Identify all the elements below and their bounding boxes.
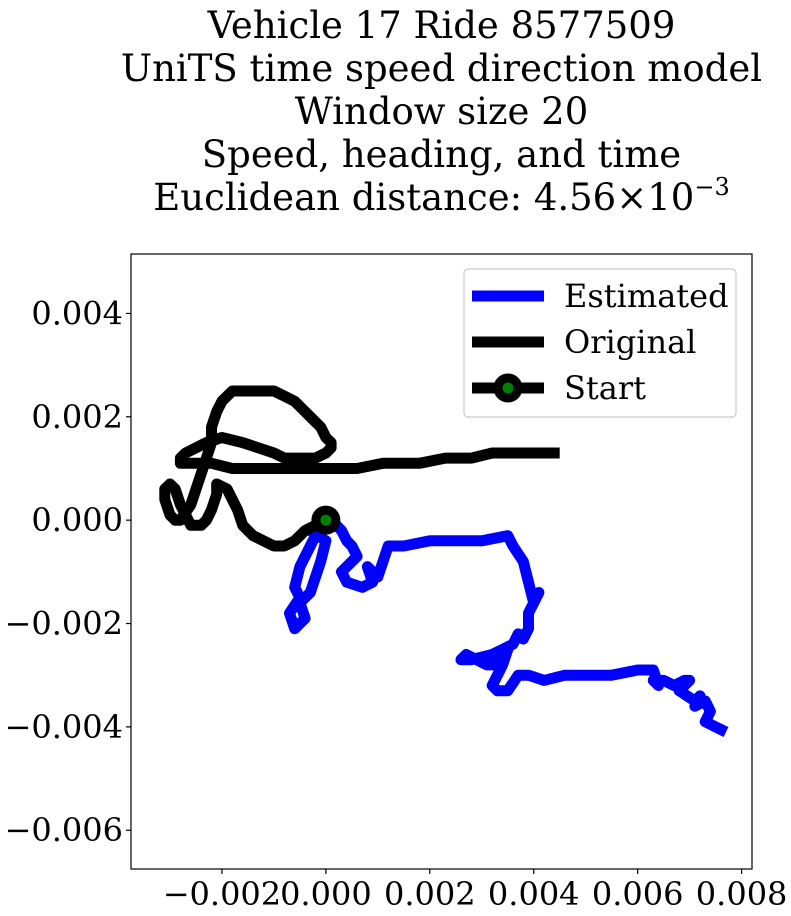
y-tick-label: 0.002 — [31, 398, 123, 436]
plot-frame — [130, 253, 753, 870]
chart-title: Vehicle 17 Ride 8577509 UniTS time speed… — [0, 4, 791, 219]
x-tick-label: 0.002 — [384, 875, 476, 913]
series-line-estimated — [284, 514, 729, 737]
title-metric-exponent: −3 — [694, 173, 730, 201]
y-tick-label: 0.000 — [31, 501, 123, 539]
y-tick-label: −0.004 — [5, 708, 123, 746]
title-metric-prefix: Euclidean distance: 4.56 — [153, 176, 617, 219]
series-line-original — [159, 385, 560, 552]
legend-start-marker — [493, 373, 523, 403]
start-marker — [311, 505, 341, 535]
series-layer — [159, 385, 729, 737]
y-tick-label: 0.004 — [31, 294, 123, 332]
chart-title-line-3: Window size 20 — [294, 90, 589, 133]
legend-label: Original — [564, 323, 696, 361]
x-tick-label: 0.000 — [280, 875, 372, 913]
legend-box — [463, 268, 737, 418]
chart-title-line-1: Vehicle 17 Ride 8577509 — [207, 4, 676, 47]
title-metric-base: 10 — [647, 176, 695, 219]
legend-label: Estimated — [564, 277, 729, 315]
title-metric-times: × — [616, 176, 648, 219]
legend: Estimated Original Start — [463, 268, 737, 418]
chart-title-line-5: Euclidean distance: 4.56×10−3 — [0, 173, 791, 219]
y-tick-label: −0.002 — [5, 605, 123, 643]
legend-label: Start — [564, 369, 646, 407]
x-tick-label: 0.008 — [696, 875, 788, 913]
y-tick-label: −0.006 — [5, 811, 123, 849]
x-tick-label: 0.006 — [592, 875, 684, 913]
y-axis: 0.004 0.002 0.000 −0.002 −0.004 −0.006 — [5, 294, 131, 849]
chart-title-line-2: UniTS time speed direction model — [120, 47, 763, 90]
chart-title-line-4: Speed, heading, and time — [201, 133, 682, 176]
x-tick-label: 0.004 — [488, 875, 580, 913]
x-tick-label: −0.002 — [163, 875, 281, 913]
